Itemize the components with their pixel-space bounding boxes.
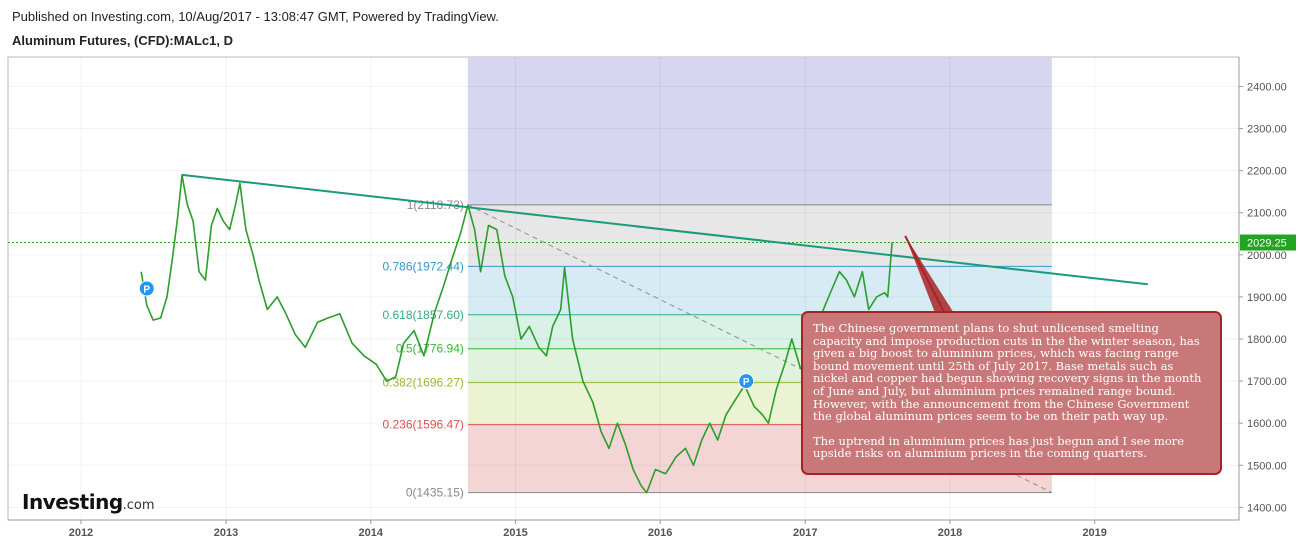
y-tick-label: 1600.00 [1247, 418, 1287, 430]
fib-level-label: 0.5(1776.94) [396, 342, 464, 356]
x-tick-label: 2016 [648, 527, 672, 539]
y-tick-label: 1500.00 [1247, 460, 1287, 472]
pivot-marker [738, 373, 755, 390]
trendline [181, 173, 1148, 286]
investing-logo: Investing.com [22, 490, 155, 514]
last-price-tag [1240, 234, 1296, 251]
logo-main: Investing [22, 490, 123, 514]
y-tick-label: 2200.00 [1247, 166, 1287, 178]
fib-level-label: 0(1435.15) [406, 486, 464, 500]
y-tick-label: 1800.00 [1247, 334, 1287, 346]
y-tick-label: 2100.00 [1247, 208, 1287, 220]
price-line [140, 174, 893, 494]
fib-zone [467, 266, 1052, 315]
y-tick-label: 1700.00 [1247, 376, 1287, 388]
pivot-label: P [143, 285, 150, 296]
x-tick-label: 2013 [214, 527, 238, 539]
callout-arrow [905, 235, 968, 335]
fib-level-label: 0.618(1857.60) [382, 308, 463, 322]
x-tick-label: 2014 [359, 527, 384, 539]
x-tick-label: 2017 [793, 527, 817, 539]
pivot-label: P [743, 377, 750, 388]
x-tick-label: 2018 [938, 527, 962, 539]
y-tick-label: 2400.00 [1247, 81, 1287, 93]
y-tick-label: 1400.00 [1247, 502, 1287, 514]
logo-suffix: .com [122, 498, 155, 513]
y-tick-label: 2300.00 [1247, 124, 1287, 136]
pivot-marker [138, 280, 155, 297]
last-price-label: 2029.25 [1247, 238, 1287, 250]
fib-level-label: 0.236(1596.47) [382, 418, 463, 432]
fib-zone [467, 57, 1052, 205]
fib-zone [467, 204, 1052, 267]
published-info: Published on Investing.com, 10/Aug/2017 … [12, 9, 499, 24]
symbol-title: Aluminum Futures, (CFD):MALc1, D [12, 33, 233, 48]
analysis-note: The Chinese government plans to shut unl… [801, 311, 1222, 475]
y-tick-label: 2000.00 [1247, 250, 1287, 262]
note-paragraph-2: The uptrend in aluminium prices has just… [813, 433, 1185, 461]
x-tick-label: 2012 [69, 527, 93, 539]
x-tick-label: 2015 [503, 527, 527, 539]
fib-level-label: 0.786(1972.44) [382, 259, 463, 273]
fib-level-label: 0.382(1696.27) [382, 376, 463, 390]
note-paragraph-1: The Chinese government plans to shut unl… [813, 321, 1202, 424]
y-tick-label: 1900.00 [1247, 292, 1287, 304]
x-tick-label: 2019 [1082, 527, 1106, 539]
